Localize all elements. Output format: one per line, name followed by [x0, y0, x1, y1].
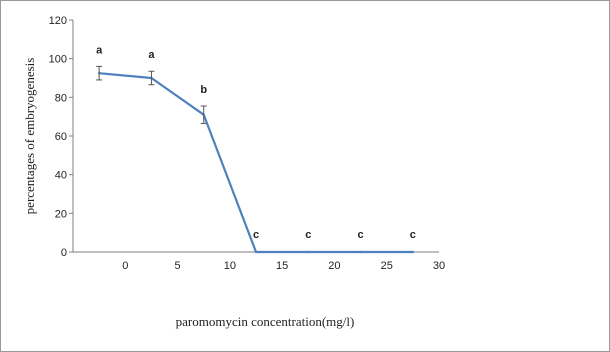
x-axis-title: paromomycin concentration(mg/l)	[176, 314, 355, 329]
y-axis-title: percentages of embryogenesis	[22, 58, 37, 215]
error-bars	[96, 65, 207, 124]
significance-letter: c	[253, 229, 259, 241]
series-group	[97, 71, 415, 254]
significance-letter: c	[358, 229, 364, 241]
significance-letters: a a b c c c c	[96, 44, 416, 241]
significance-letter: c	[305, 229, 311, 241]
significance-letter: c	[410, 229, 416, 241]
y-tick-label: 20	[55, 208, 67, 220]
data-point	[411, 250, 415, 254]
y-tick-label: 80	[55, 92, 67, 104]
data-point	[359, 250, 362, 254]
y-tick-label: 0	[61, 247, 67, 259]
x-tick-label: 10	[224, 260, 236, 272]
significance-letter: a	[96, 44, 103, 56]
x-tick-label: 15	[276, 260, 288, 272]
series-line	[98, 72, 413, 254]
x-tick-label: 25	[381, 260, 393, 272]
significance-letter: a	[148, 49, 155, 61]
axes	[72, 20, 439, 253]
y-tick-label: 120	[49, 15, 67, 27]
data-point	[307, 250, 310, 254]
y-tick-labels: 0 20 40 60 80 100 120	[49, 15, 73, 259]
x-tick-labels: 0 5 10 15 20 25 30	[122, 260, 445, 272]
significance-letter: b	[200, 84, 207, 96]
data-point	[254, 250, 258, 254]
y-tick-label: 40	[55, 170, 67, 182]
y-tick-label: 60	[55, 131, 67, 143]
x-tick-label: 0	[122, 260, 128, 272]
x-tick-label: 30	[433, 260, 445, 272]
x-tick-label: 5	[175, 260, 181, 272]
x-tick-label: 20	[328, 260, 340, 272]
y-tick-label: 100	[49, 54, 67, 66]
